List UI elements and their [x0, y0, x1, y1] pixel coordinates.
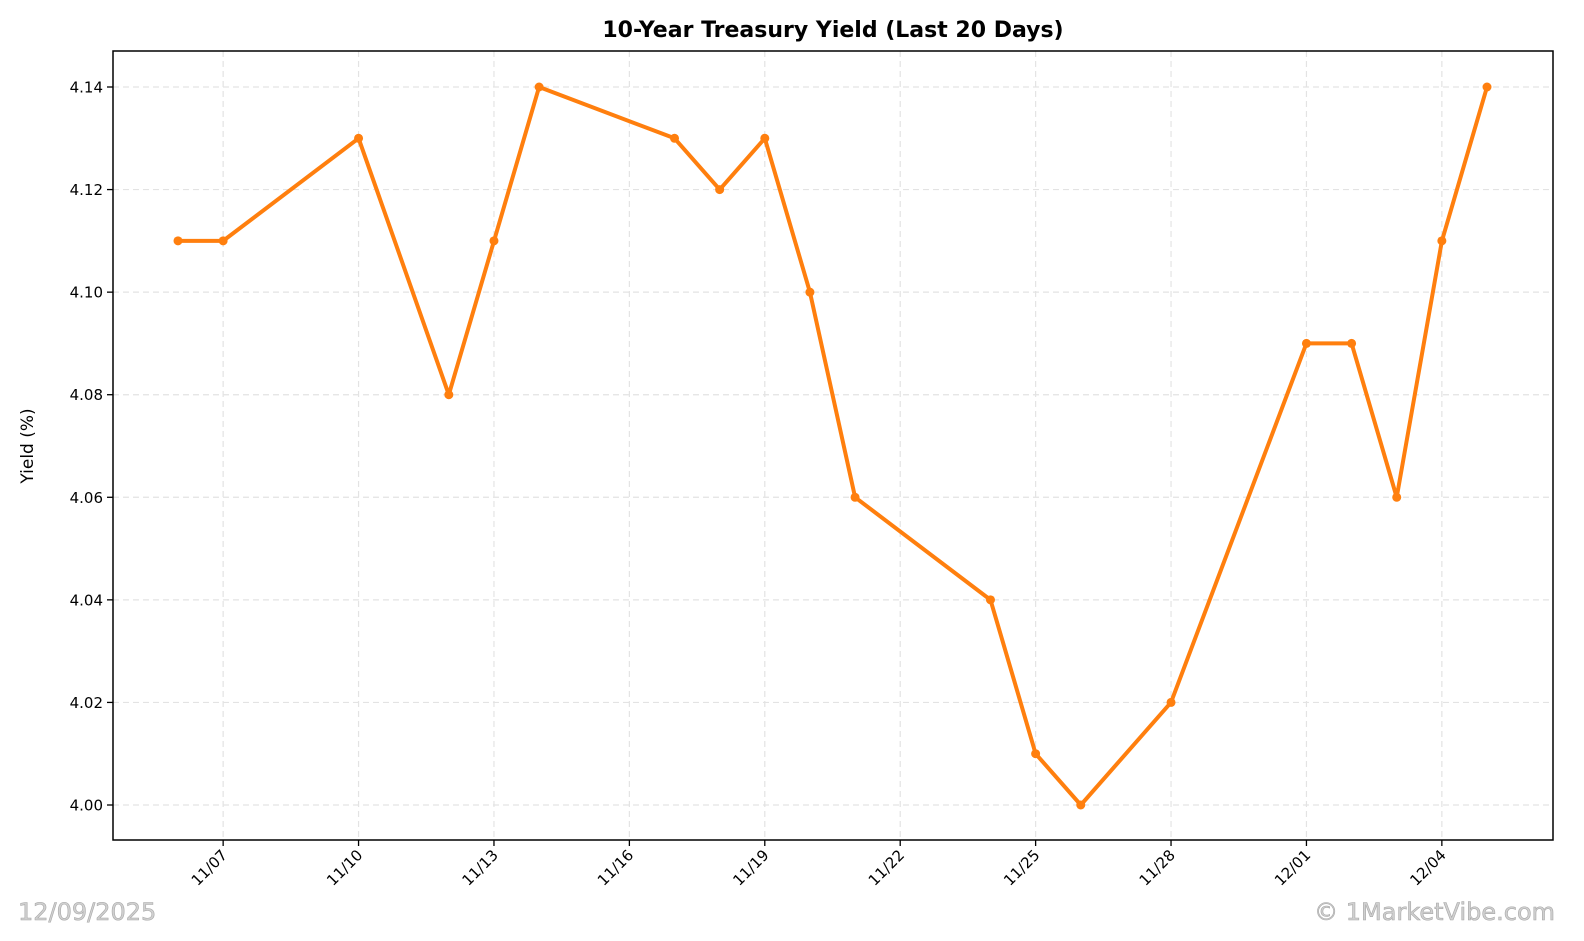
- y-tick-label: 4.12: [70, 181, 103, 199]
- data-point-marker: [1437, 236, 1447, 246]
- data-point-marker: [985, 595, 995, 605]
- data-point-marker: [1031, 749, 1041, 759]
- data-point-marker: [760, 133, 770, 143]
- data-point-marker: [1482, 82, 1492, 92]
- data-point-marker: [805, 287, 815, 297]
- date-watermark: 12/09/2025: [18, 898, 156, 926]
- x-tick-label: 11/25: [1000, 846, 1043, 889]
- chart-title: 10-Year Treasury Yield (Last 20 Days): [602, 18, 1063, 43]
- y-tick-label: 4.00: [70, 797, 103, 815]
- y-tick-label: 4.08: [70, 386, 103, 404]
- data-point-marker: [354, 133, 364, 143]
- data-point-marker: [1347, 338, 1357, 348]
- y-tick-label: 4.02: [70, 694, 103, 712]
- y-axis-label: Yield (%): [18, 408, 38, 484]
- x-tick-label: 11/28: [1136, 846, 1179, 889]
- x-tick-label: 11/07: [188, 846, 231, 889]
- y-tick-label: 4.06: [70, 489, 103, 507]
- series-polyline: [178, 85, 1489, 807]
- data-point-marker: [850, 492, 860, 502]
- x-tick-label: 11/19: [729, 846, 772, 889]
- copyright-watermark: © 1MarketVibe.com: [1314, 898, 1555, 926]
- x-tick-label: 11/13: [458, 846, 501, 889]
- data-point-marker: [715, 185, 725, 195]
- x-tick-label: 12/04: [1406, 846, 1449, 889]
- y-tick-label: 4.10: [70, 284, 103, 302]
- data-point-marker: [670, 133, 680, 143]
- y-tick-label: 4.04: [70, 591, 103, 609]
- data-point-marker: [1166, 697, 1176, 707]
- data-series-line: [173, 82, 1492, 810]
- data-point-marker: [173, 236, 183, 246]
- grid-lines: [113, 51, 1553, 840]
- data-point-marker: [1392, 492, 1402, 502]
- y-tick-label: 4.14: [70, 79, 103, 97]
- x-tick-label: 11/22: [865, 846, 908, 889]
- data-point-marker: [444, 390, 454, 400]
- data-point-marker: [218, 236, 228, 246]
- x-tick-label: 11/16: [594, 846, 637, 889]
- x-axis-ticks: 11/07 11/10 11/13 11/16 11/19 11/22 11/25 11/28…: [188, 840, 1450, 889]
- data-point-marker: [489, 236, 499, 246]
- data-point-marker: [1301, 338, 1311, 348]
- x-tick-label: 12/01: [1271, 846, 1314, 889]
- x-tick-label: 11/10: [323, 846, 366, 889]
- y-axis-ticks: 4.00 4.02 4.04 4.06 4.08 4.10 4.12 4.14: [70, 79, 113, 815]
- plot-area-frame: [112, 50, 1554, 841]
- data-point-marker: [534, 82, 544, 92]
- data-point-marker: [1076, 800, 1086, 810]
